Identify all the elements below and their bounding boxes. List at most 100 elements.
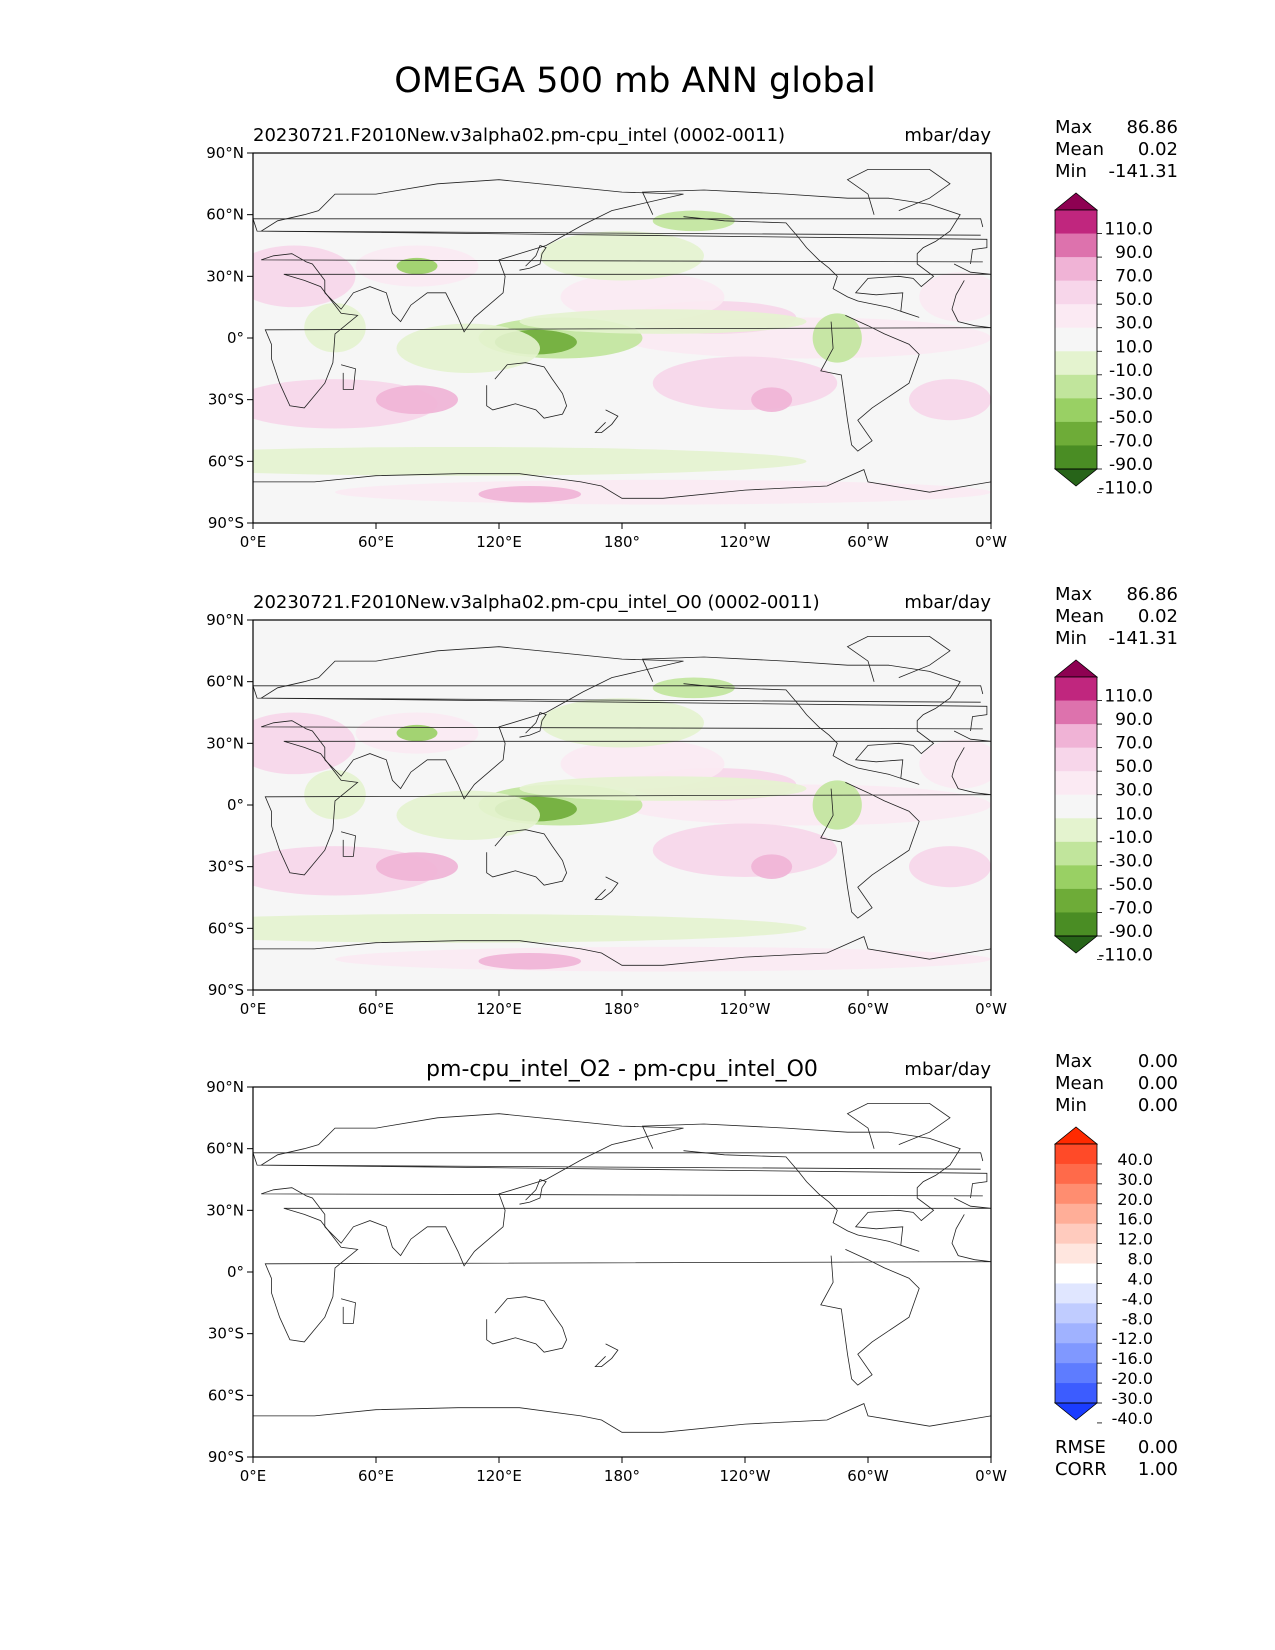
colorbar-label: 10.0 xyxy=(1115,804,1153,824)
colorbar-segment xyxy=(1055,700,1097,725)
colorbar-label: 110.0 xyxy=(1104,687,1153,707)
field-contour xyxy=(519,309,807,334)
panel-title: 20230721.F2010New.v3alpha02.pm-cpu_intel… xyxy=(253,592,820,613)
colorbar-segment xyxy=(1055,327,1097,352)
lon-tick-label: 0°E xyxy=(240,533,267,551)
lon-tick-label: 0°W xyxy=(975,1000,1007,1018)
coastline xyxy=(253,685,984,703)
colorbar-label: 20.0 xyxy=(1117,1190,1153,1209)
field-contour xyxy=(396,323,540,373)
lat-tick-label: 60°N xyxy=(206,206,244,224)
field-contour xyxy=(652,210,735,232)
colorbar: 110.0 90.0 70.0 50.0 30.0 10.0 -10.0 -30.0 -50.0… xyxy=(1053,659,1153,966)
colorbar-segment xyxy=(1055,841,1097,866)
lat-tick-label: 90°S xyxy=(208,514,244,532)
field-contour xyxy=(304,303,366,353)
panel-units: mbar/day xyxy=(904,125,991,146)
field-contour xyxy=(478,486,581,503)
colorbar-label: -4.0 xyxy=(1122,1289,1153,1308)
stat-label: Mean xyxy=(1055,139,1104,160)
colorbar-segment xyxy=(1055,1383,1097,1404)
colorbar-label: 12.0 xyxy=(1117,1230,1153,1249)
figure-title: OMEGA 500 mb ANN global xyxy=(394,61,876,101)
field-contour xyxy=(909,379,991,421)
coastline xyxy=(519,711,547,738)
coastline xyxy=(846,168,951,215)
colorbar-label: -12.0 xyxy=(1112,1329,1153,1348)
stat-label: Mean xyxy=(1055,606,1104,627)
lon-tick-label: 120°E xyxy=(476,533,522,551)
colorbar-label: 90.0 xyxy=(1115,710,1153,730)
coastline xyxy=(820,782,920,919)
map-background xyxy=(253,1087,991,1457)
field-contour xyxy=(253,913,807,943)
field-contour xyxy=(812,780,862,830)
colorbar-frame xyxy=(1054,1143,1098,1404)
lat-tick-label: 90°S xyxy=(208,981,244,999)
lat-tick-label: 90°N xyxy=(206,611,244,629)
colorbar-segment xyxy=(1055,1144,1097,1165)
colorbar-extend-bottom xyxy=(1053,1402,1099,1421)
stat-label: Min xyxy=(1055,1095,1087,1116)
stat-label: Min xyxy=(1055,628,1087,649)
colorbar-segment xyxy=(1055,1223,1097,1245)
colorbar-label: 30.0 xyxy=(1117,1170,1153,1189)
coastline xyxy=(253,218,984,236)
colorbar-segment xyxy=(1055,888,1097,913)
field-contour xyxy=(919,272,991,322)
coastline xyxy=(486,362,568,419)
coastline xyxy=(846,1103,951,1149)
colorbar: 40.030.020.016.012.08.04.0-4.0-8.0-12.0-… xyxy=(1053,1126,1153,1428)
colorbar-segment xyxy=(1055,233,1097,258)
field-contour xyxy=(560,272,725,322)
lon-tick-label: 60°W xyxy=(847,1467,889,1485)
colorbar-segment xyxy=(1055,1283,1097,1304)
omega-field xyxy=(253,168,991,505)
lat-tick-label: 30°N xyxy=(206,734,244,752)
colorbar-segment xyxy=(1055,818,1097,843)
colorbar-label: 50.0 xyxy=(1115,290,1153,310)
stat-label: Mean xyxy=(1055,1073,1104,1094)
colorbar-label: 4.0 xyxy=(1128,1269,1153,1288)
coastline xyxy=(641,656,961,785)
field-contour xyxy=(540,231,704,281)
lat-tick-label: 0° xyxy=(227,796,244,814)
colorbar-segment xyxy=(1055,351,1097,376)
panel-title: pm-cpu_intel_O2 - pm-cpu_intel_O0 xyxy=(426,1057,818,1082)
coastline xyxy=(486,1296,568,1353)
omega-field xyxy=(253,1103,991,1433)
coastline xyxy=(264,1197,991,1343)
stat-value: -141.31 xyxy=(1109,161,1178,182)
colorbar-segment xyxy=(1055,1343,1097,1364)
coastline xyxy=(264,730,991,876)
colorbar-label: -8.0 xyxy=(1122,1309,1153,1328)
lon-tick-label: 60°E xyxy=(358,1000,394,1018)
field-contour xyxy=(478,953,581,970)
coastline xyxy=(253,1152,984,1170)
stat-label: Max xyxy=(1055,117,1093,138)
lon-tick-label: 60°W xyxy=(847,1000,889,1018)
stat-value: 0.02 xyxy=(1138,139,1178,160)
coastline xyxy=(820,315,920,452)
stat-value: 0.00 xyxy=(1138,1051,1178,1072)
stat-label: Min xyxy=(1055,161,1087,182)
coastline xyxy=(259,646,988,800)
colorbar-segment xyxy=(1055,912,1097,937)
lon-tick-label: 0°E xyxy=(240,1467,267,1485)
colorbar-segment xyxy=(1055,280,1097,305)
colorbar-label: -70.0 xyxy=(1109,898,1153,918)
field-contour xyxy=(652,823,838,877)
field-contour xyxy=(751,387,793,412)
lat-tick-label: 90°S xyxy=(208,1448,244,1466)
field-contour xyxy=(253,245,356,308)
colorbar-label: -70.0 xyxy=(1109,431,1153,451)
lon-tick-label: 180° xyxy=(604,533,640,551)
stat-value: 0.00 xyxy=(1138,1095,1178,1116)
lon-tick-label: 180° xyxy=(604,1000,640,1018)
colorbar-extend-top xyxy=(1053,659,1099,678)
lon-tick-label: 0°E xyxy=(240,1000,267,1018)
lon-tick-label: 180° xyxy=(604,1467,640,1485)
colorbar-extend-top xyxy=(1053,192,1099,211)
colorbar-label: -110.0 xyxy=(1098,479,1153,499)
colorbar-label: -90.0 xyxy=(1109,922,1153,942)
